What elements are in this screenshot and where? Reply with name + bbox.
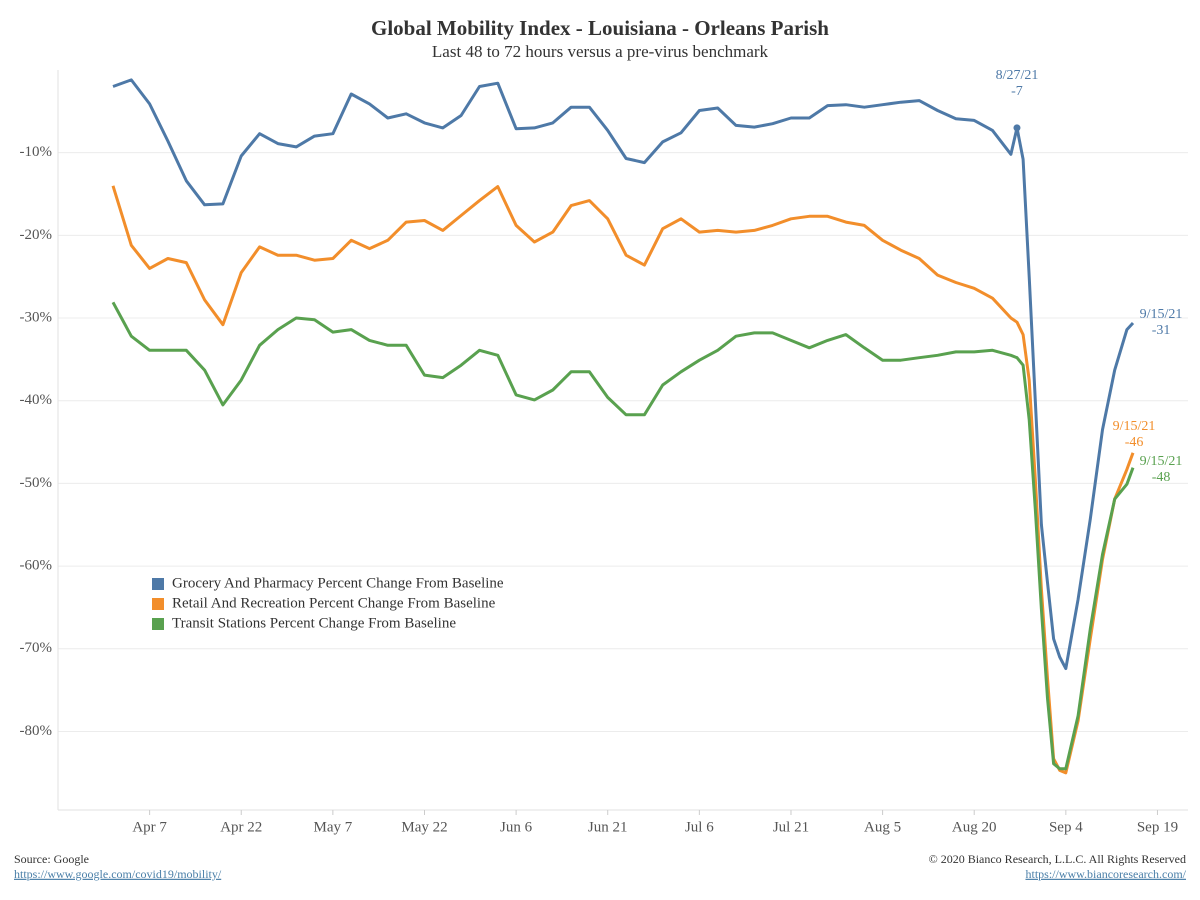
y-tick-label: -40% bbox=[20, 392, 53, 408]
y-tick-label: -80% bbox=[20, 723, 53, 739]
source: Source: Google bbox=[14, 852, 89, 866]
legend-swatch bbox=[152, 598, 164, 610]
x-tick-label: Sep 19 bbox=[1137, 819, 1178, 835]
annotation-date: 9/15/21 bbox=[1140, 454, 1183, 469]
x-tick-label: Jul 6 bbox=[685, 819, 714, 835]
x-tick-label: Jun 21 bbox=[588, 819, 628, 835]
legend-swatch bbox=[152, 618, 164, 630]
y-tick-label: -50% bbox=[20, 475, 53, 491]
series-line bbox=[112, 78, 1135, 671]
copyright: © 2020 Bianco Research, L.L.C. All Right… bbox=[929, 852, 1186, 866]
annotation-value: -31 bbox=[1152, 323, 1171, 338]
legend-label: Retail And Recreation Percent Change Fro… bbox=[172, 595, 496, 611]
chart-title: Global Mobility Index - Louisiana - Orle… bbox=[371, 16, 829, 40]
legend-label: Grocery And Pharmacy Percent Change From… bbox=[172, 575, 504, 591]
x-tick-label: Apr 7 bbox=[132, 819, 167, 835]
series-line bbox=[111, 301, 1135, 771]
y-tick-label: -70% bbox=[20, 640, 53, 656]
legend-label: Transit Stations Percent Change From Bas… bbox=[172, 615, 456, 631]
y-tick-label: -20% bbox=[20, 227, 53, 243]
annotation-date: 9/15/21 bbox=[1113, 419, 1156, 434]
annotation-point bbox=[1013, 124, 1021, 132]
chart-subtitle: Last 48 to 72 hours versus a pre-virus b… bbox=[432, 42, 769, 61]
x-tick-label: May 22 bbox=[401, 819, 447, 835]
y-tick-label: -10% bbox=[20, 144, 53, 160]
annotation-date: 8/27/21 bbox=[996, 68, 1039, 83]
x-tick-label: Jun 6 bbox=[500, 819, 533, 835]
legend-swatch bbox=[152, 578, 164, 590]
x-tick-label: Jul 21 bbox=[773, 819, 809, 835]
source-link[interactable]: https://www.google.com/covid19/mobility/ bbox=[14, 867, 222, 881]
x-tick-label: Aug 20 bbox=[952, 819, 997, 835]
y-tick-label: -30% bbox=[20, 309, 53, 325]
copyright-link[interactable]: https://www.biancoresearch.com/ bbox=[1025, 867, 1186, 881]
annotation-value: -46 bbox=[1125, 435, 1144, 450]
annotation-date: 9/15/21 bbox=[1140, 307, 1183, 322]
x-tick-label: May 7 bbox=[313, 819, 352, 835]
series-line bbox=[111, 185, 1135, 775]
annotation-value: -7 bbox=[1011, 84, 1023, 99]
y-tick-label: -60% bbox=[20, 558, 53, 574]
x-tick-label: Sep 4 bbox=[1049, 819, 1083, 835]
x-tick-label: Apr 22 bbox=[220, 819, 262, 835]
annotation-value: -48 bbox=[1152, 470, 1171, 485]
x-tick-label: Aug 5 bbox=[864, 819, 901, 835]
